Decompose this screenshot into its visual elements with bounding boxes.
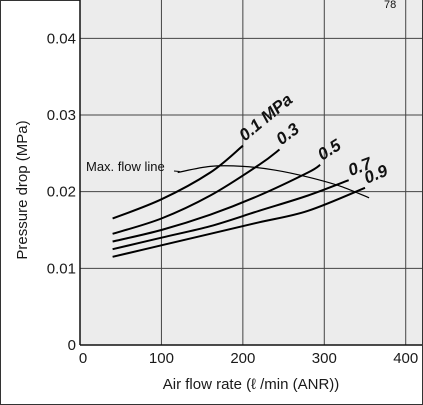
x-tick-label: 0	[79, 350, 87, 367]
series-line-2	[112, 163, 321, 243]
plot-area	[80, 0, 422, 345]
y-tick-label: 0.02	[47, 184, 76, 201]
y-axis-title: Pressure drop (MPa)	[14, 120, 31, 259]
y-tick-label: 0.03	[47, 107, 76, 124]
x-tick-label: 400	[393, 350, 418, 367]
series-line-3	[112, 179, 350, 251]
x-tick-label: 200	[230, 350, 255, 367]
x-tick-label: 100	[149, 350, 174, 367]
x-tick-label: 300	[312, 350, 337, 367]
y-tick-label: 0.04	[47, 30, 76, 47]
grid-lines	[80, 0, 422, 345]
y-tick-label: 0.01	[47, 260, 76, 277]
tick-labels: 0 100 200 300 400 0 0.01 0.02 0.03 0.04	[47, 30, 418, 367]
series-line-1	[112, 148, 281, 235]
max-flow-leader	[173, 170, 180, 172]
axes	[79, 0, 422, 346]
x-axis-title: Air flow rate (ℓ /min (ANR))	[163, 376, 340, 393]
corner-mark: 78	[384, 0, 396, 11]
y-tick-label: 0	[68, 337, 76, 354]
series-line-0	[112, 144, 244, 220]
max-flow-layer: Max. flow line	[86, 159, 370, 199]
series-line-4	[112, 186, 366, 258]
max-flow-line	[177, 165, 370, 199]
max-flow-label: Max. flow line	[86, 159, 165, 174]
